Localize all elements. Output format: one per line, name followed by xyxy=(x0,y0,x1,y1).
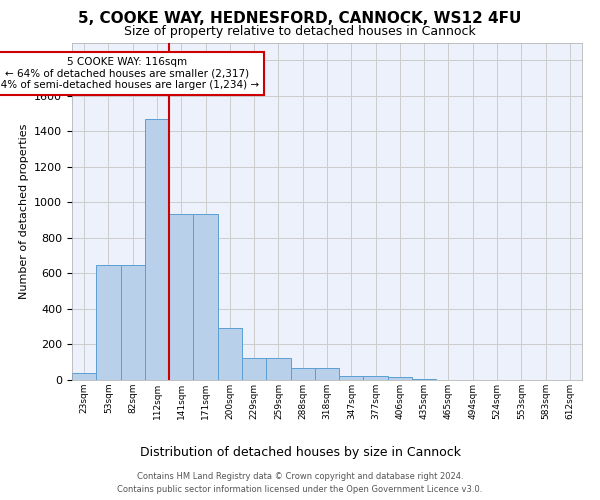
Text: 5, COOKE WAY, HEDNESFORD, CANNOCK, WS12 4FU: 5, COOKE WAY, HEDNESFORD, CANNOCK, WS12 … xyxy=(79,11,521,26)
Y-axis label: Number of detached properties: Number of detached properties xyxy=(19,124,29,299)
Bar xyxy=(218,328,242,380)
Bar xyxy=(96,264,121,380)
Bar xyxy=(388,378,412,380)
Bar xyxy=(169,214,193,380)
Bar xyxy=(145,119,169,380)
Bar xyxy=(266,358,290,380)
Text: 5 COOKE WAY: 116sqm
← 64% of detached houses are smaller (2,317)
34% of semi-det: 5 COOKE WAY: 116sqm ← 64% of detached ho… xyxy=(0,56,259,90)
Text: Distribution of detached houses by size in Cannock: Distribution of detached houses by size … xyxy=(139,446,461,459)
Bar xyxy=(193,214,218,380)
Text: Size of property relative to detached houses in Cannock: Size of property relative to detached ho… xyxy=(124,25,476,38)
Bar xyxy=(242,358,266,380)
Bar xyxy=(412,378,436,380)
Bar xyxy=(121,264,145,380)
Text: Contains HM Land Registry data © Crown copyright and database right 2024.
Contai: Contains HM Land Registry data © Crown c… xyxy=(118,472,482,494)
Bar xyxy=(315,368,339,380)
Bar xyxy=(339,376,364,380)
Bar xyxy=(72,373,96,380)
Bar xyxy=(364,376,388,380)
Bar xyxy=(290,368,315,380)
